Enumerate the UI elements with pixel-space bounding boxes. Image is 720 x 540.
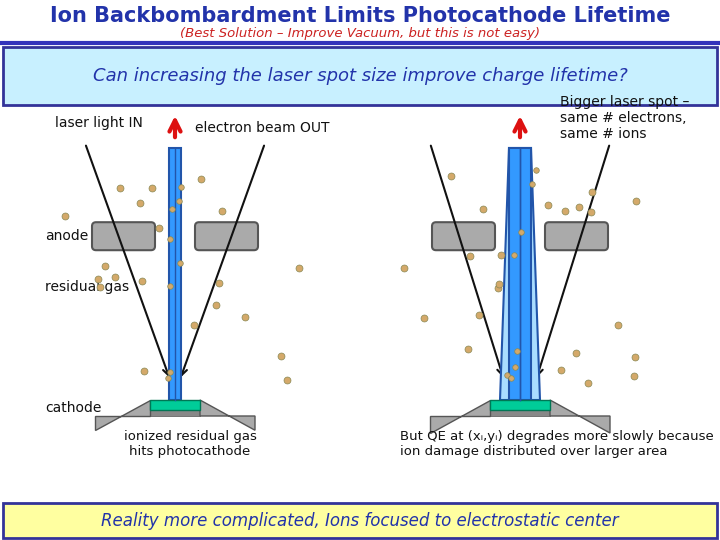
Bar [150, 410, 200, 416]
Polygon shape [95, 400, 150, 430]
Bar [509, 148, 531, 400]
FancyBboxPatch shape [545, 222, 608, 250]
Text: Reality more complicated, Ions focused to electrostatic center: Reality more complicated, Ions focused t… [102, 512, 618, 530]
Polygon shape [200, 400, 255, 430]
Text: (Best Solution – Improve Vacuum, but this is not easy): (Best Solution – Improve Vacuum, but thi… [180, 26, 540, 39]
Bar [509, 148, 531, 178]
Text: laser light IN: laser light IN [55, 116, 143, 130]
Text: cathode: cathode [45, 401, 102, 415]
Bar [490, 400, 550, 410]
Text: Bigger laser spot –
same # electrons,
same # ions: Bigger laser spot – same # electrons, sa… [560, 95, 689, 141]
Polygon shape [500, 148, 540, 400]
Bar [490, 410, 550, 416]
Polygon shape [430, 400, 490, 433]
FancyBboxPatch shape [3, 47, 717, 105]
Bar [169, 148, 181, 400]
Bar [150, 400, 200, 410]
Polygon shape [550, 400, 610, 433]
Text: Ion Backbombardment Limits Photocathode Lifetime: Ion Backbombardment Limits Photocathode … [50, 6, 670, 26]
FancyBboxPatch shape [432, 222, 495, 250]
Text: Can increasing the laser spot size improve charge lifetime?: Can increasing the laser spot size impro… [93, 67, 627, 85]
Text: electron beam OUT: electron beam OUT [195, 121, 330, 135]
Text: But QE at (xᵢ,yᵢ) degrades more slowly because
ion damage distributed over large: But QE at (xᵢ,yᵢ) degrades more slowly b… [400, 430, 714, 458]
Text: ionized residual gas
hits photocathode: ionized residual gas hits photocathode [124, 430, 256, 458]
Text: anode: anode [45, 229, 89, 243]
FancyBboxPatch shape [3, 503, 717, 538]
FancyBboxPatch shape [92, 222, 155, 250]
FancyBboxPatch shape [195, 222, 258, 250]
Text: residual gas: residual gas [45, 280, 129, 294]
